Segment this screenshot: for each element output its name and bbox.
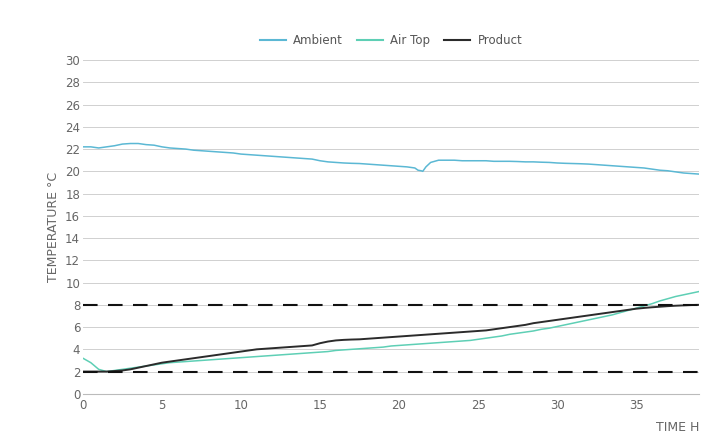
Product [79,369,87,374]
Product [695,302,704,307]
Legend: Ambient, Air Top, Product: Ambient, Air Top, Product [260,35,522,48]
Air Top [236,355,245,360]
X-axis label: TIME H: TIME H [656,421,699,434]
Air Top [442,340,451,345]
Air Top [252,354,261,359]
Ambient [260,153,269,158]
Air Top [79,356,87,361]
Ambient [387,163,396,168]
Ambient [236,151,245,157]
Ambient [695,171,704,177]
Air Top [332,348,340,353]
Air Top [340,347,348,352]
Product [229,350,237,355]
Line: Ambient: Ambient [83,143,699,174]
Ambient [577,161,585,166]
Air Top [537,327,546,332]
Line: Air Top: Air Top [83,291,699,372]
Line: Product: Product [83,305,699,372]
Product [434,331,443,336]
Ambient [126,141,135,146]
Ambient [79,144,87,150]
Product [529,320,538,326]
Product [332,338,340,343]
Ambient [268,154,277,159]
Ambient [561,161,570,166]
Y-axis label: TEMPERATURE °C: TEMPERATURE °C [47,172,60,282]
Air Top [695,289,704,294]
Air Top [102,369,111,374]
Product [324,339,332,344]
Product [244,348,253,353]
